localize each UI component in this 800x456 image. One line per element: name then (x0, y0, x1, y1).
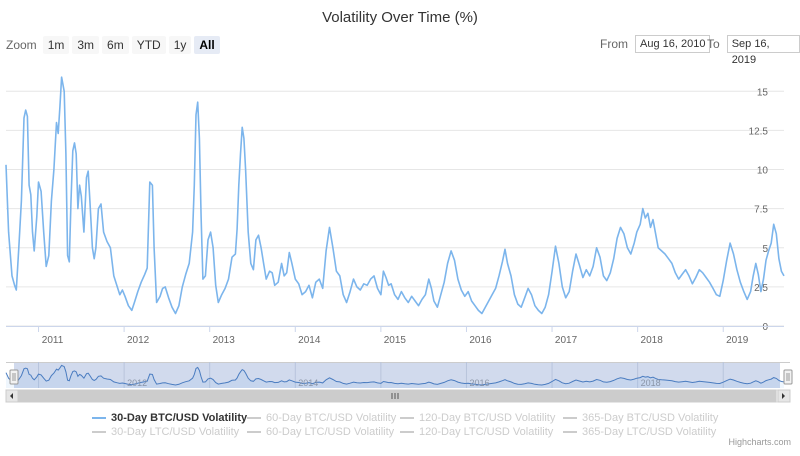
y-tick-label: 7.5 (754, 205, 768, 216)
legend-swatch (400, 431, 414, 433)
navigator-label: 2014 (298, 378, 318, 388)
handle-body (783, 369, 793, 385)
range-from-input[interactable]: Aug 16, 2010 (635, 35, 711, 53)
x-axis-labels: 2011 2012 2013 2014 2015 2016 2017 2018 2019 (6, 326, 784, 346)
legend-item-365-day-btc[interactable]: 365-Day BTC/USD Volatility (563, 412, 718, 424)
range-to: To Sep 16, 2019 (707, 35, 800, 66)
range-from-label: From (600, 37, 628, 51)
handle-body (9, 369, 19, 385)
zoom-button-1m[interactable]: 1m (42, 36, 70, 54)
legend-label: 120-Day LTC/USD Volatility (419, 426, 554, 438)
legend-label: 365-Day BTC/USD Volatility (582, 412, 719, 424)
legend-item-30-day-ltc[interactable]: 30-Day LTC/USD Volatility (92, 426, 239, 438)
scrollbar-thumb[interactable] (17, 389, 777, 403)
zoom-button-all[interactable]: All (194, 36, 220, 54)
credits-link[interactable]: Highcharts.com (728, 437, 791, 447)
legend-item-30-day-btc[interactable]: 30-Day BTC/USD Volatility (92, 412, 247, 424)
y-tick-label: 0 (762, 322, 768, 333)
legend-item-120-day-btc[interactable]: 120-Day BTC/USD Volatility (400, 412, 555, 424)
y-tick-label: 12.5 (749, 126, 769, 137)
zoom-button-1y[interactable]: 1y (168, 36, 192, 54)
zoom-button-ytd[interactable]: YTD (131, 36, 166, 54)
navigator-left-handle[interactable] (9, 369, 19, 385)
legend-label: 120-Day BTC/USD Volatility (419, 412, 556, 424)
x-tick-label: 2014 (298, 335, 321, 346)
series-layer (5, 76, 785, 315)
legend-label: 60-Day LTC/USD Volatility (266, 426, 395, 438)
x-tick-label: 2016 (469, 335, 492, 346)
range-to-label: To (707, 37, 720, 51)
legend-swatch (247, 417, 261, 419)
chart-title: Volatility Over Time (%) (322, 9, 478, 26)
chevron-left-icon (10, 393, 13, 399)
series-line-30-day-btc (5, 76, 785, 315)
x-tick-label: 2018 (641, 335, 664, 346)
x-tick-label: 2017 (555, 335, 578, 346)
legend-swatch (400, 417, 414, 419)
legend-swatch (92, 431, 106, 433)
range-from: From Aug 16, 2010 (600, 35, 711, 53)
legend-swatch (563, 417, 577, 419)
navigator-label: 2018 (641, 378, 661, 388)
navigator-right-handle[interactable] (783, 369, 793, 385)
legend-item-120-day-ltc[interactable]: 120-Day LTC/USD Volatility (400, 426, 553, 438)
zoom-button-6m[interactable]: 6m (102, 36, 129, 54)
x-tick-label: 2011 (42, 335, 64, 346)
zoom-label: Zoom (6, 38, 37, 52)
x-tick-label: 2012 (127, 335, 150, 346)
navigator-label: 2012 (127, 378, 147, 388)
legend-item-60-day-ltc[interactable]: 60-Day LTC/USD Volatility (247, 426, 394, 438)
x-tick-label: 2015 (384, 335, 407, 346)
legend-label: 30-Day BTC/USD Volatility (111, 412, 248, 424)
y-tick-label: 5 (762, 244, 768, 255)
navigator-series-line (5, 364, 785, 386)
y-tick-label: 15 (757, 87, 769, 98)
legend-swatch (563, 431, 577, 433)
legend-label: 60-Day BTC/USD Volatility (266, 412, 397, 424)
navigator[interactable]: 2012 2014 2016 2018 (5, 362, 793, 403)
x-tick-label: 2013 (213, 335, 236, 346)
legend-label: 30-Day LTC/USD Volatility (111, 426, 240, 438)
x-tick-label: 2019 (726, 335, 749, 346)
legend-label: 365-Day LTC/USD Volatility (582, 426, 717, 438)
range-to-input[interactable]: Sep 16, 2019 (726, 35, 800, 66)
legend-item-60-day-btc[interactable]: 60-Day BTC/USD Volatility (247, 412, 396, 424)
legend-swatch (92, 417, 106, 419)
zoom-controls: Zoom 1m 3m 6m YTD 1y All (6, 36, 223, 54)
legend-swatch (247, 431, 261, 433)
chevron-right-icon (782, 393, 785, 399)
legend-item-365-day-ltc[interactable]: 365-Day LTC/USD Volatility (563, 426, 716, 438)
navigator-label: 2016 (469, 378, 489, 388)
y-tick-label: 10 (757, 166, 769, 177)
zoom-button-3m[interactable]: 3m (72, 36, 100, 54)
